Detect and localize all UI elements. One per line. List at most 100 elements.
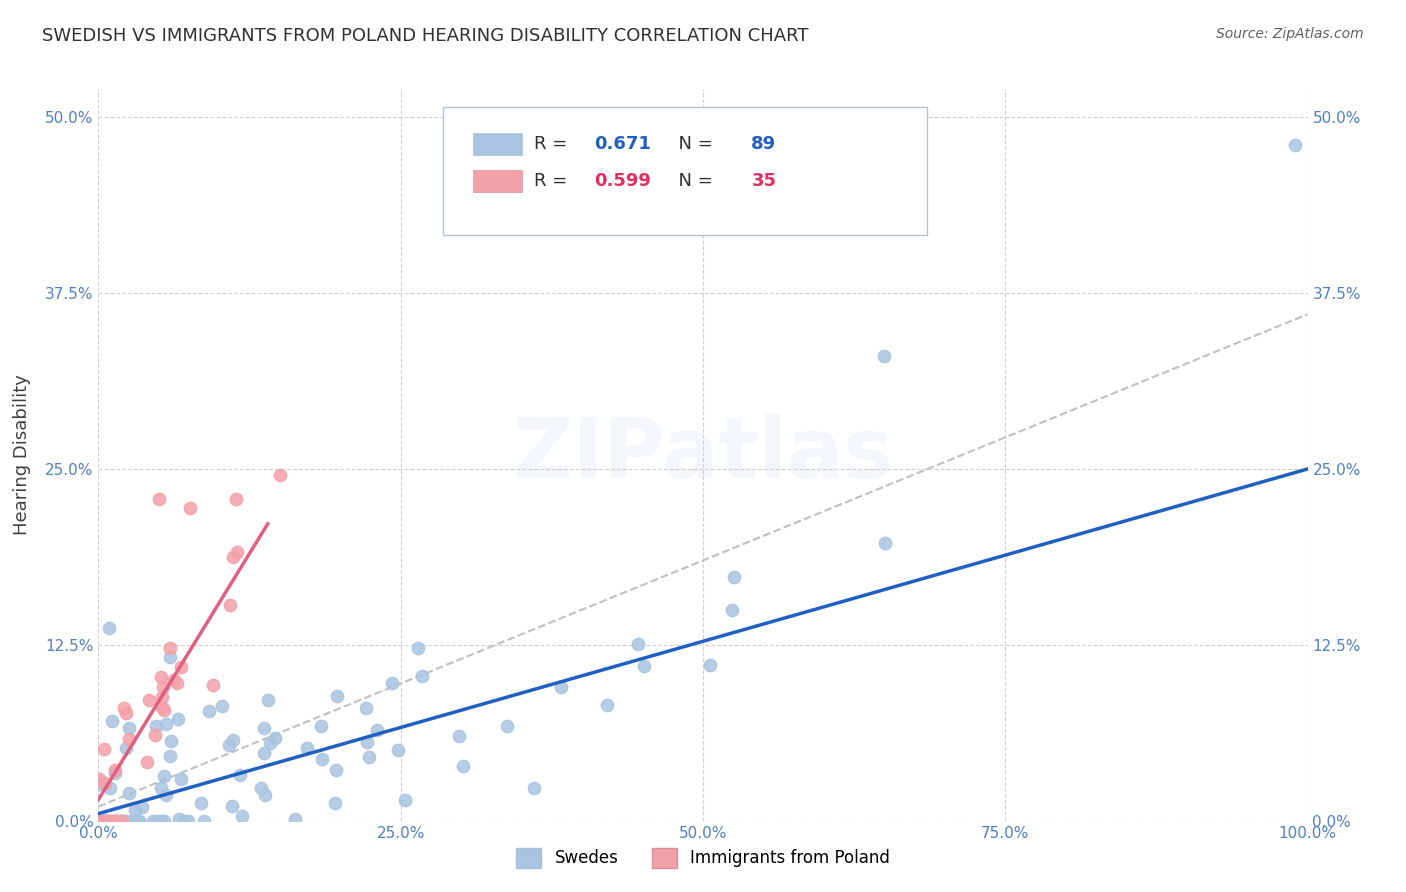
Point — [101, 814, 124, 828]
Point — [143, 728, 166, 742]
Point — [103, 814, 125, 828]
Point — [225, 545, 247, 559]
Point — [311, 752, 333, 766]
Point — [110, 814, 132, 828]
Text: N =: N = — [666, 171, 718, 190]
Text: R =: R = — [534, 171, 572, 190]
Point — [149, 670, 172, 684]
Point — [394, 793, 416, 807]
Point — [381, 676, 404, 690]
FancyBboxPatch shape — [474, 169, 522, 192]
Point — [124, 814, 146, 828]
Point — [128, 814, 150, 828]
Text: ZIPatlas: ZIPatlas — [513, 415, 893, 495]
Point — [94, 813, 117, 827]
Text: 35: 35 — [751, 171, 776, 190]
Point — [550, 680, 572, 694]
Point — [145, 719, 167, 733]
Point — [627, 637, 650, 651]
Point — [131, 800, 153, 814]
Point — [219, 599, 242, 613]
Point — [231, 809, 253, 823]
FancyBboxPatch shape — [474, 133, 522, 155]
Point — [356, 735, 378, 749]
Point — [150, 699, 173, 714]
Point — [723, 570, 745, 584]
Text: R =: R = — [534, 135, 572, 153]
Point — [699, 658, 721, 673]
Point — [105, 814, 128, 828]
Point — [229, 768, 252, 782]
Point — [98, 621, 121, 635]
Point — [155, 788, 177, 802]
Point — [496, 718, 519, 732]
Point — [160, 733, 183, 747]
Point — [411, 668, 433, 682]
Point — [408, 641, 430, 656]
Point — [873, 536, 896, 550]
Point — [118, 721, 141, 735]
Point — [253, 721, 276, 735]
Point — [253, 747, 276, 761]
Text: 0.599: 0.599 — [595, 171, 651, 190]
Point — [138, 693, 160, 707]
Point — [325, 763, 347, 777]
Point — [111, 814, 134, 828]
Point — [354, 701, 377, 715]
Point — [114, 740, 136, 755]
Point — [150, 690, 173, 705]
Point — [198, 704, 221, 718]
Point — [96, 814, 118, 828]
Point — [98, 814, 121, 828]
Point — [127, 814, 149, 828]
Point — [93, 742, 115, 756]
Point — [159, 641, 181, 656]
Point — [159, 749, 181, 764]
Point — [873, 350, 896, 364]
Point — [166, 676, 188, 690]
Point — [211, 698, 233, 713]
Point — [326, 690, 349, 704]
Point — [148, 814, 170, 828]
Point — [153, 814, 176, 828]
Point — [523, 781, 546, 796]
Point — [257, 692, 280, 706]
Point — [121, 814, 143, 828]
Point — [163, 673, 186, 687]
Point — [250, 780, 273, 795]
Point — [264, 731, 287, 745]
Point — [149, 814, 172, 828]
Point — [117, 732, 139, 747]
Point — [254, 788, 277, 802]
Point — [193, 814, 215, 828]
Point — [150, 780, 173, 795]
Point — [179, 500, 201, 515]
Point — [96, 814, 118, 828]
Point — [323, 796, 346, 810]
Point — [115, 814, 138, 828]
Point — [104, 765, 127, 780]
Point — [128, 814, 150, 828]
Point — [159, 650, 181, 665]
Point — [153, 703, 176, 717]
Point — [596, 698, 619, 712]
Point — [201, 678, 224, 692]
Point — [100, 814, 122, 828]
Point — [98, 814, 121, 828]
Point — [176, 814, 198, 828]
Point — [190, 796, 212, 810]
Point — [124, 814, 146, 828]
Point — [284, 812, 307, 826]
Point — [269, 468, 291, 483]
FancyBboxPatch shape — [443, 108, 927, 235]
Legend: Swedes, Immigrants from Poland: Swedes, Immigrants from Poland — [509, 841, 897, 875]
Y-axis label: Hearing Disability: Hearing Disability — [13, 375, 31, 535]
Point — [155, 717, 177, 731]
Text: 89: 89 — [751, 135, 776, 153]
Point — [170, 660, 193, 674]
Point — [451, 759, 474, 773]
Point — [222, 549, 245, 564]
Point — [721, 602, 744, 616]
Point — [309, 719, 332, 733]
Point — [104, 764, 127, 778]
